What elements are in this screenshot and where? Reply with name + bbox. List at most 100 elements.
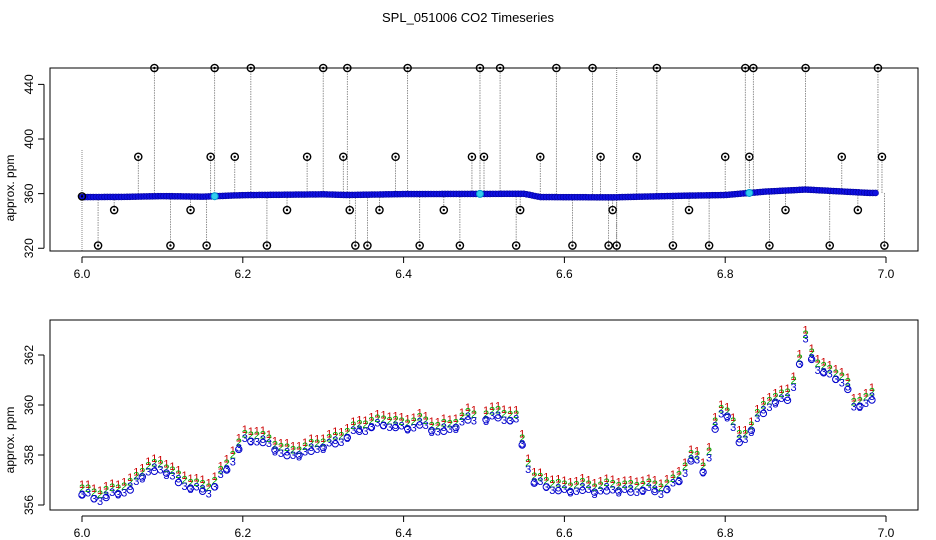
- bottom-series-2-marker: 2: [531, 471, 537, 483]
- bottom-series-3-marker: 3: [489, 410, 495, 422]
- top-outlier-marker-dot: [96, 244, 100, 247]
- bottom-series-2-marker: 2: [863, 392, 869, 404]
- bottom-series-1-marker: 1: [742, 424, 748, 436]
- bottom-series-3-marker: 3: [513, 413, 519, 425]
- bottom-series-3-circle: [542, 483, 551, 491]
- bottom-series-2-marker: 2: [260, 429, 266, 441]
- bottom-series-1-marker: 1: [368, 411, 374, 423]
- top-outlier-marker-dot: [518, 208, 522, 212]
- bottom-series-2-marker: 2: [833, 368, 839, 380]
- bottom-series-1-marker: 1: [423, 411, 429, 423]
- bottom-series-1-marker: 1: [809, 343, 815, 355]
- top-outlier-marker-dot: [671, 244, 675, 247]
- top-outlier-marker-dot: [80, 195, 84, 198]
- top-outlier-marker-dot: [856, 208, 860, 212]
- bottom-series-2-marker: 2: [121, 481, 127, 493]
- bottom-series-1-marker: 1: [121, 477, 127, 489]
- bottom-series-1-marker: 1: [272, 435, 278, 447]
- bottom-series-3-circle: [639, 486, 647, 495]
- bottom-series-3-marker: 3: [121, 487, 127, 499]
- bottom-series-3-marker: 3: [459, 417, 465, 429]
- bottom-series-1-marker: 1: [163, 459, 169, 471]
- bottom-series-2-marker: 2: [133, 471, 139, 483]
- bottom-series-3-marker: 3: [169, 470, 175, 482]
- top-outlier-spikes: [81, 68, 885, 251]
- bottom-series-1-marker: 1: [97, 485, 103, 497]
- bottom-series-1-marker: 1: [833, 364, 839, 376]
- top-outlier-marker: [745, 152, 754, 162]
- bottom-series-3-marker: 3: [555, 483, 561, 495]
- bottom-series-2-marker: 2: [797, 353, 803, 365]
- bottom-series-3-marker: 3: [706, 453, 712, 465]
- bottom-series-2-marker: 2: [374, 413, 380, 425]
- bottom-series-3-circle: [307, 447, 315, 455]
- bottom-y-tick-label: 358: [22, 445, 36, 465]
- bottom-series-1-marker: 1: [320, 433, 326, 445]
- bottom-series-3-marker: 3: [471, 415, 477, 427]
- top-x-tick-label: 6.0: [74, 267, 91, 281]
- bottom-series-3-circle: [819, 369, 828, 377]
- top-outlier-marker-dot: [366, 244, 369, 247]
- bottom-series-3-marker: 3: [206, 489, 212, 501]
- bottom-series-1-marker: 1: [555, 473, 561, 485]
- bottom-series-3-circle: [343, 433, 352, 442]
- bottom-series-2-marker: 2: [507, 409, 513, 421]
- bottom-series-2-marker: 2: [815, 358, 821, 370]
- bottom-series-3-marker: 3: [628, 484, 634, 496]
- top-outlier-marker: [262, 241, 272, 250]
- top-y-tick-label: 400: [22, 129, 36, 149]
- bottom-series-2-marker: 2: [610, 478, 616, 490]
- bottom-series-2-marker: 2: [423, 415, 429, 427]
- bottom-series-2-marker: 2: [519, 433, 525, 445]
- bottom-series-2-marker: 2: [664, 478, 670, 490]
- bottom-series-2-marker: 2: [194, 477, 200, 489]
- bottom-series-3-marker: 3: [212, 482, 218, 494]
- top-outlier-marker-dot: [880, 155, 884, 158]
- bottom-series-2-marker: 2: [405, 418, 411, 430]
- bottom-series-1-marker: 1: [531, 467, 537, 479]
- bottom-series-3-marker: 3: [561, 484, 567, 496]
- top-outlier-marker-dot: [828, 244, 831, 247]
- top-outlier-marker: [166, 241, 175, 250]
- bottom-series-1-marker: 1: [453, 413, 459, 425]
- top-outlier-marker-dot: [607, 244, 610, 247]
- bottom-series-3-marker: 3: [386, 422, 392, 434]
- bottom-series-1-marker: 1: [284, 438, 290, 450]
- bottom-series-1-marker: 1: [242, 424, 248, 436]
- bottom-series-1-marker: 1: [772, 387, 778, 399]
- bottom-series-3-marker: 3: [266, 438, 272, 450]
- top-outlier-marker-dot: [470, 155, 474, 158]
- bottom-series-2-marker: 2: [266, 433, 272, 445]
- bottom-series-3-circle: [735, 438, 743, 447]
- bottom-series-3-circle: [807, 355, 816, 364]
- bottom-series-1-marker: 1: [610, 474, 616, 486]
- bottom-series-2-marker: 2: [567, 481, 573, 493]
- bottom-series-1-marker: 1: [670, 469, 676, 481]
- bottom-series-2-marker: 2: [670, 473, 676, 485]
- bottom-series-2-marker: 2: [326, 433, 332, 445]
- bottom-series-1-marker: 1: [290, 440, 296, 452]
- bottom-series-3-marker: 3: [278, 448, 284, 460]
- top-outlier-marker-dot: [840, 155, 843, 158]
- top-outlier-marker: [877, 152, 887, 162]
- bottom-series-2-marker: 2: [682, 461, 688, 473]
- bottom-series-3-marker: 3: [543, 482, 549, 494]
- top-outlier-marker: [684, 205, 694, 215]
- bottom-series-3-marker: 3: [827, 368, 833, 380]
- bottom-series-1-marker: 1: [79, 479, 85, 491]
- bottom-series-2-marker: 2: [103, 485, 109, 497]
- bottom-series-2-marker: 2: [278, 442, 284, 454]
- bottom-series-3-circle: [464, 416, 472, 424]
- bottom-series-3-marker: 3: [97, 496, 103, 508]
- top-outlier-marker-dot: [137, 155, 140, 158]
- top-outlier-marker: [338, 152, 348, 162]
- bottom-series-1-marker: 1: [115, 479, 121, 491]
- top-outlier-marker-dot: [482, 155, 486, 158]
- bottom-x-tick-label: 7.0: [878, 526, 895, 540]
- bottom-series-3-marker: 3: [399, 421, 405, 433]
- bottom-series-3-circle: [355, 427, 364, 435]
- bottom-series-1-marker: 1: [218, 460, 224, 472]
- bottom-series-2-marker: 2: [399, 416, 405, 428]
- top-outlier-marker-dot: [615, 244, 618, 247]
- top-outlier-marker: [880, 241, 889, 250]
